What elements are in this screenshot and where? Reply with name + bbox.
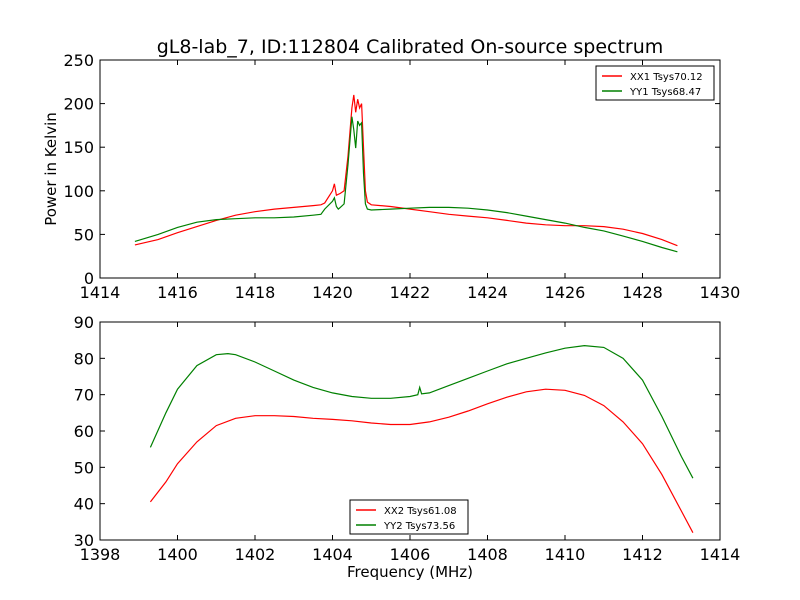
top-chart: 1414 1416 1418 1420 1422 1424 1426 1428 1430 0 50 1…: [42, 51, 740, 302]
x-tick-label: 1424: [467, 283, 508, 302]
series-line-1: [149, 388, 694, 533]
bottom-chart: 1398 1400 1402 1404 1406 1408 1410 1412 1414 30 40…: [74, 313, 741, 581]
x-tick-label: 1426: [545, 283, 586, 302]
y-tick-label: 30: [74, 531, 94, 550]
x-tick-label: 1416: [157, 283, 198, 302]
y-tick-label: 80: [74, 349, 94, 368]
legend-label-2: YY2 Tsys73.56: [383, 521, 455, 532]
x-tick-label: 1400: [157, 545, 198, 564]
y-tick-label: 90: [74, 313, 94, 332]
y-axis-label: Power in Kelvin: [42, 112, 60, 226]
legend-label-1: XX2 Tsys61.08: [384, 506, 457, 517]
series-line-2: [149, 344, 694, 479]
x-tick-label: 1430: [700, 283, 741, 302]
x-tick-label: 1414: [80, 283, 121, 302]
x-tick-label: 1406: [390, 545, 431, 564]
chart-title: gL8-lab_7, ID:112804 Calibrated On-sourc…: [157, 36, 664, 58]
x-tick-label: 1414: [700, 545, 741, 564]
series-line-2: [134, 116, 678, 253]
y-tick-label: 50: [74, 458, 94, 477]
x-tick-label: 1410: [545, 545, 586, 564]
x-tick-label: 1420: [312, 283, 353, 302]
x-tick-label: 1402: [235, 545, 276, 564]
x-tick-label: 1404: [312, 545, 353, 564]
legend-box: [595, 65, 715, 101]
y-tick-label: 250: [63, 51, 94, 70]
x-tick-label: 1422: [390, 283, 431, 302]
y-tick-label: 200: [63, 95, 94, 114]
y-tick-label: 40: [74, 495, 94, 514]
legend-label-1: XX1 Tsys70.12: [630, 72, 703, 83]
x-tick-label: 1408: [467, 545, 508, 564]
x-tick-label: 1412: [622, 545, 663, 564]
y-tick-label: 50: [74, 225, 94, 244]
y-tick-label: 0: [84, 269, 94, 288]
legend-label-2: YY1 Tsys68.47: [629, 87, 701, 98]
y-tick-label: 100: [63, 182, 94, 201]
y-tick-label: 150: [63, 138, 94, 157]
x-tick-label: 1428: [622, 283, 663, 302]
series-line-1: [134, 94, 678, 247]
y-tick-label: 60: [74, 422, 94, 441]
legend-box: [349, 499, 469, 535]
x-tick-label: 1398: [80, 545, 121, 564]
y-tick-label: 70: [74, 386, 94, 405]
x-tick-label: 1418: [235, 283, 276, 302]
x-axis-label: Frequency (MHz): [347, 563, 473, 581]
